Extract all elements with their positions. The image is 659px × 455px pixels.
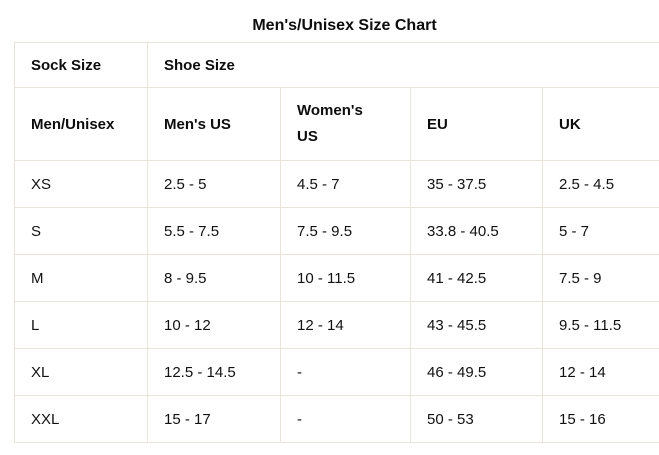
cell-uk: 2.5 - 4.5 bbox=[541, 160, 659, 208]
cell-womens-us: 10 - 11.5 bbox=[280, 254, 411, 302]
cell-eu: 41 - 42.5 bbox=[410, 254, 543, 302]
table-row-xl: XL 12.5 - 14.5 - 46 - 49.5 12 - 14 bbox=[14, 348, 659, 396]
cell-size-label: S bbox=[14, 207, 148, 255]
column-header-mens-us: Men's US bbox=[147, 87, 281, 161]
table-row-m: M 8 - 9.5 10 - 11.5 41 - 42.5 7.5 - 9 bbox=[14, 254, 659, 302]
cell-uk: 7.5 - 9 bbox=[541, 254, 659, 302]
cell-eu: 50 - 53 bbox=[410, 395, 543, 443]
cell-womens-us: - bbox=[280, 348, 411, 396]
cell-uk: 9.5 - 11.5 bbox=[541, 301, 659, 349]
cell-womens-us: 4.5 - 7 bbox=[280, 160, 411, 208]
page-title: Men's/Unisex Size Chart bbox=[252, 17, 437, 34]
cell-size-label: L bbox=[14, 301, 148, 349]
cell-uk: 12 - 14 bbox=[541, 348, 659, 396]
cell-eu: 46 - 49.5 bbox=[410, 348, 543, 396]
cell-mens-us: 15 - 17 bbox=[147, 395, 281, 443]
column-header-womens-us: Women's US bbox=[280, 87, 411, 161]
cell-mens-us: 5.5 - 7.5 bbox=[147, 207, 281, 255]
table-row-s: S 5.5 - 7.5 7.5 - 9.5 33.8 - 40.5 5 - 7 bbox=[14, 207, 659, 255]
cell-eu: 33.8 - 40.5 bbox=[410, 207, 543, 255]
cell-mens-us: 12.5 - 14.5 bbox=[147, 348, 281, 396]
table-row-xs: XS 2.5 - 5 4.5 - 7 35 - 37.5 2.5 - 4.5 bbox=[14, 160, 659, 208]
cell-uk: 5 - 7 bbox=[541, 207, 659, 255]
group-header-row: Sock Size Shoe Size bbox=[14, 42, 659, 88]
group-header-sock-size: Sock Size bbox=[14, 42, 148, 88]
cell-size-label: XXL bbox=[14, 395, 148, 443]
column-header-uk: UK bbox=[541, 87, 659, 161]
cell-size-label: XS bbox=[14, 160, 148, 208]
cell-size-label: M bbox=[14, 254, 148, 302]
cell-womens-us: 7.5 - 9.5 bbox=[280, 207, 411, 255]
cell-eu: 43 - 45.5 bbox=[410, 301, 543, 349]
cell-mens-us: 10 - 12 bbox=[147, 301, 281, 349]
column-header-womens-us-label: Women's US bbox=[297, 102, 363, 145]
cell-mens-us: 8 - 9.5 bbox=[147, 254, 281, 302]
column-header-men-unisex: Men/Unisex bbox=[14, 87, 148, 161]
size-chart-table: Sock Size Shoe Size Men/Unisex Men's US … bbox=[14, 42, 659, 443]
group-header-shoe-size: Shoe Size bbox=[146, 42, 659, 88]
cell-womens-us: 12 - 14 bbox=[280, 301, 411, 349]
cell-mens-us: 2.5 - 5 bbox=[147, 160, 281, 208]
table-row-l: L 10 - 12 12 - 14 43 - 45.5 9.5 - 11.5 bbox=[14, 301, 659, 349]
cell-womens-us: - bbox=[280, 395, 411, 443]
column-header-row: Men/Unisex Men's US Women's US EU UK bbox=[14, 87, 659, 161]
cell-eu: 35 - 37.5 bbox=[410, 160, 543, 208]
cell-uk: 15 - 16 bbox=[541, 395, 659, 443]
cell-size-label: XL bbox=[14, 348, 148, 396]
column-header-eu: EU bbox=[410, 87, 543, 161]
table-row-xxl: XXL 15 - 17 - 50 - 53 15 - 16 bbox=[14, 395, 659, 443]
